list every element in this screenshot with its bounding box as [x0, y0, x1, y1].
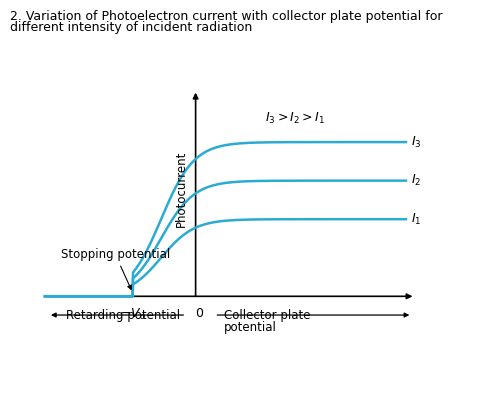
- Text: Photocurrent: Photocurrent: [174, 151, 187, 227]
- Text: Retarding potential: Retarding potential: [66, 308, 180, 322]
- Text: $I_3 > I_2 > I_1$: $I_3 > I_2 > I_1$: [265, 111, 325, 126]
- Text: 2. Variation of Photoelectron current with collector plate potential for: 2. Variation of Photoelectron current wi…: [10, 10, 442, 23]
- Text: $I_2$: $I_2$: [411, 173, 421, 188]
- Text: $I_3$: $I_3$: [411, 135, 422, 150]
- Text: $I_1$: $I_1$: [411, 212, 421, 227]
- Text: Collector plate: Collector plate: [224, 308, 311, 322]
- Text: $-V_o$: $-V_o$: [120, 307, 146, 322]
- Text: 0: 0: [196, 307, 203, 320]
- Text: different intensity of incident radiation: different intensity of incident radiatio…: [10, 21, 252, 34]
- Text: Stopping potential: Stopping potential: [61, 248, 170, 289]
- Text: potential: potential: [224, 322, 277, 335]
